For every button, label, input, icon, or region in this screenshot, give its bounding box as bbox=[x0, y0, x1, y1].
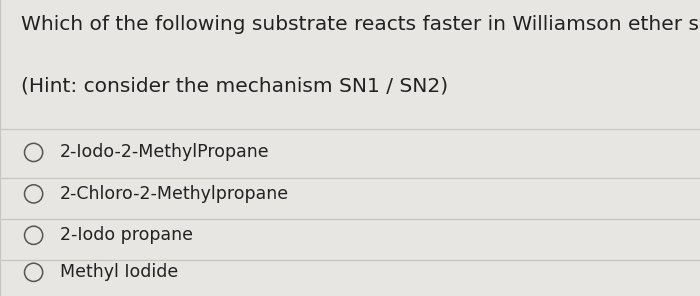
Text: 2-Iodo-2-MethylPropane: 2-Iodo-2-MethylPropane bbox=[60, 144, 269, 161]
Text: (Hint: consider the mechanism SN1 / SN2): (Hint: consider the mechanism SN1 / SN2) bbox=[21, 77, 448, 96]
Text: 2-Iodo propane: 2-Iodo propane bbox=[60, 226, 192, 244]
Text: 2-Chloro-2-Methylpropane: 2-Chloro-2-Methylpropane bbox=[60, 185, 288, 203]
Text: Methyl Iodide: Methyl Iodide bbox=[60, 263, 178, 281]
Text: Which of the following substrate reacts faster in Williamson ether synthesis: Which of the following substrate reacts … bbox=[21, 15, 700, 34]
